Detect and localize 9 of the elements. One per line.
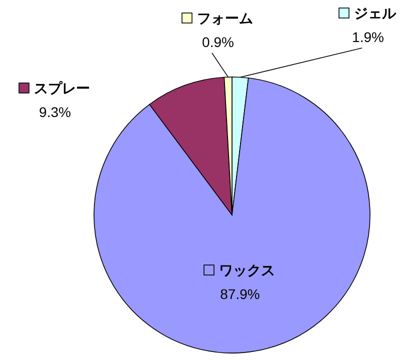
legend-label: ワックス (219, 263, 275, 279)
data-label: 0.9% (202, 34, 234, 50)
legend-label: ジェル (354, 6, 397, 22)
data-label: 1.9% (352, 29, 384, 45)
data-label: 9.3% (39, 104, 71, 120)
legend-label: フォーム (197, 11, 253, 27)
pie-slice (94, 78, 370, 354)
data-label: 87.9% (220, 286, 260, 302)
legend-label: スプレー (34, 80, 90, 97)
